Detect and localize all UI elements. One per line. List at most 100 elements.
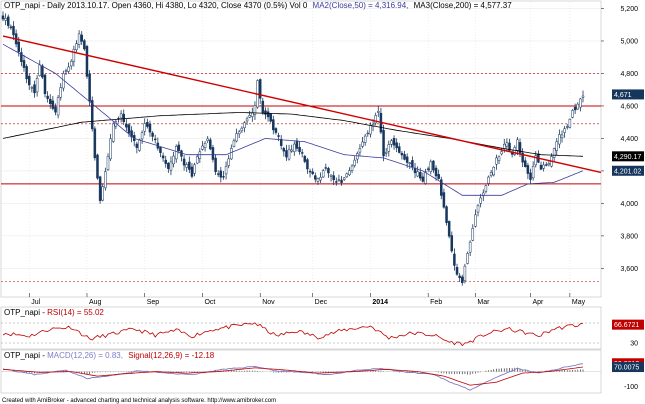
candle — [526, 162, 530, 180]
price-y-tick: 3,600 — [620, 266, 638, 273]
candle — [308, 168, 312, 178]
candle-body — [27, 75, 31, 86]
candle-body — [461, 276, 464, 283]
candle — [148, 120, 152, 137]
candle-body — [258, 79, 262, 99]
price-title-text: OTP_napi - Daily 2013.10.17. Open 4360, … — [4, 1, 308, 10]
candle — [461, 274, 464, 286]
candle — [138, 138, 141, 152]
candle — [140, 130, 144, 144]
candle-body — [235, 133, 238, 142]
candle-body — [463, 265, 467, 281]
candle — [83, 39, 86, 51]
rsi-title: OTP_napi - RSI(14) = 55.02 — [4, 308, 104, 317]
x-tick-label: Sep — [147, 299, 160, 306]
candle — [489, 170, 493, 178]
candle — [243, 121, 246, 133]
candle — [340, 175, 343, 186]
candle-body — [96, 154, 99, 179]
candle — [56, 94, 60, 119]
candle-body — [508, 142, 511, 151]
candle — [35, 75, 39, 97]
candle — [500, 147, 503, 156]
candle-body — [293, 143, 296, 152]
candle — [432, 160, 435, 173]
candle-body — [416, 171, 419, 177]
candle — [12, 21, 15, 40]
candle — [466, 251, 469, 265]
candle — [424, 168, 427, 185]
candle — [366, 130, 370, 137]
candle — [298, 141, 301, 155]
candle-body — [421, 176, 425, 182]
x-tick-label: 2014 — [372, 299, 388, 306]
candle-body — [12, 25, 15, 36]
candle — [314, 172, 317, 183]
footer-credit: Created with AmiBroker - advanced charti… — [2, 398, 276, 404]
candle — [67, 62, 70, 74]
candle-body — [395, 142, 398, 149]
candle — [90, 96, 94, 132]
candle-body — [83, 40, 86, 50]
candle — [224, 161, 228, 180]
candle-body — [125, 123, 128, 128]
candle — [177, 141, 181, 154]
candle — [69, 59, 73, 70]
candle — [300, 148, 304, 158]
candle-body — [272, 119, 275, 131]
candle-body — [468, 241, 472, 253]
candle-body — [264, 110, 267, 115]
candle-body — [153, 138, 157, 141]
macd-title: OTP_napi - MACD(12,26) = 0.83, Signal(12… — [4, 351, 215, 360]
candle — [377, 105, 380, 117]
candle — [185, 162, 188, 172]
candle — [279, 135, 283, 150]
candle-body — [552, 148, 556, 158]
candle-body — [64, 70, 68, 72]
candle-body — [453, 253, 456, 266]
x-tick-label: Oct — [204, 299, 215, 306]
candle-body — [487, 176, 490, 184]
candle-body — [269, 113, 272, 122]
candle — [261, 97, 265, 115]
candle — [30, 85, 34, 93]
candle-body — [353, 159, 356, 166]
candle — [172, 151, 175, 168]
candle-body — [174, 145, 178, 160]
ma200-value-tag: 4,290.17 — [614, 154, 641, 161]
candle-body — [363, 135, 367, 143]
candle-body — [56, 97, 60, 116]
candle-body — [25, 66, 28, 80]
candle — [445, 205, 448, 226]
candle-body — [285, 150, 288, 158]
candle — [174, 144, 178, 163]
candle-body — [314, 175, 317, 180]
candle-body — [54, 106, 57, 113]
candle-body — [329, 174, 333, 177]
candle — [33, 80, 36, 98]
signal-legend: Signal(12,26,9) = -12.18 — [128, 351, 215, 360]
candle-body — [576, 103, 580, 110]
candle-body — [69, 60, 73, 67]
candle-body — [474, 214, 477, 227]
candle-body — [30, 87, 34, 89]
price-pane — [0, 0, 602, 298]
candle-body — [127, 124, 131, 134]
candle-body — [98, 176, 102, 201]
candle — [455, 263, 459, 276]
candle-body — [90, 100, 94, 130]
candle — [4, 13, 7, 26]
candle-body — [500, 151, 503, 155]
candle — [458, 273, 461, 282]
candle-body — [222, 176, 225, 178]
candle — [484, 184, 488, 194]
macd-line — [2, 363, 584, 391]
axis-labels-layer: 5,2005,0004,8004,6004,4004,2004,0003,800… — [28, 6, 644, 306]
candle — [568, 118, 572, 129]
candle — [497, 155, 501, 164]
candle-body — [573, 107, 577, 111]
candle — [75, 40, 78, 53]
candle — [119, 110, 123, 123]
candle-body — [419, 172, 422, 179]
